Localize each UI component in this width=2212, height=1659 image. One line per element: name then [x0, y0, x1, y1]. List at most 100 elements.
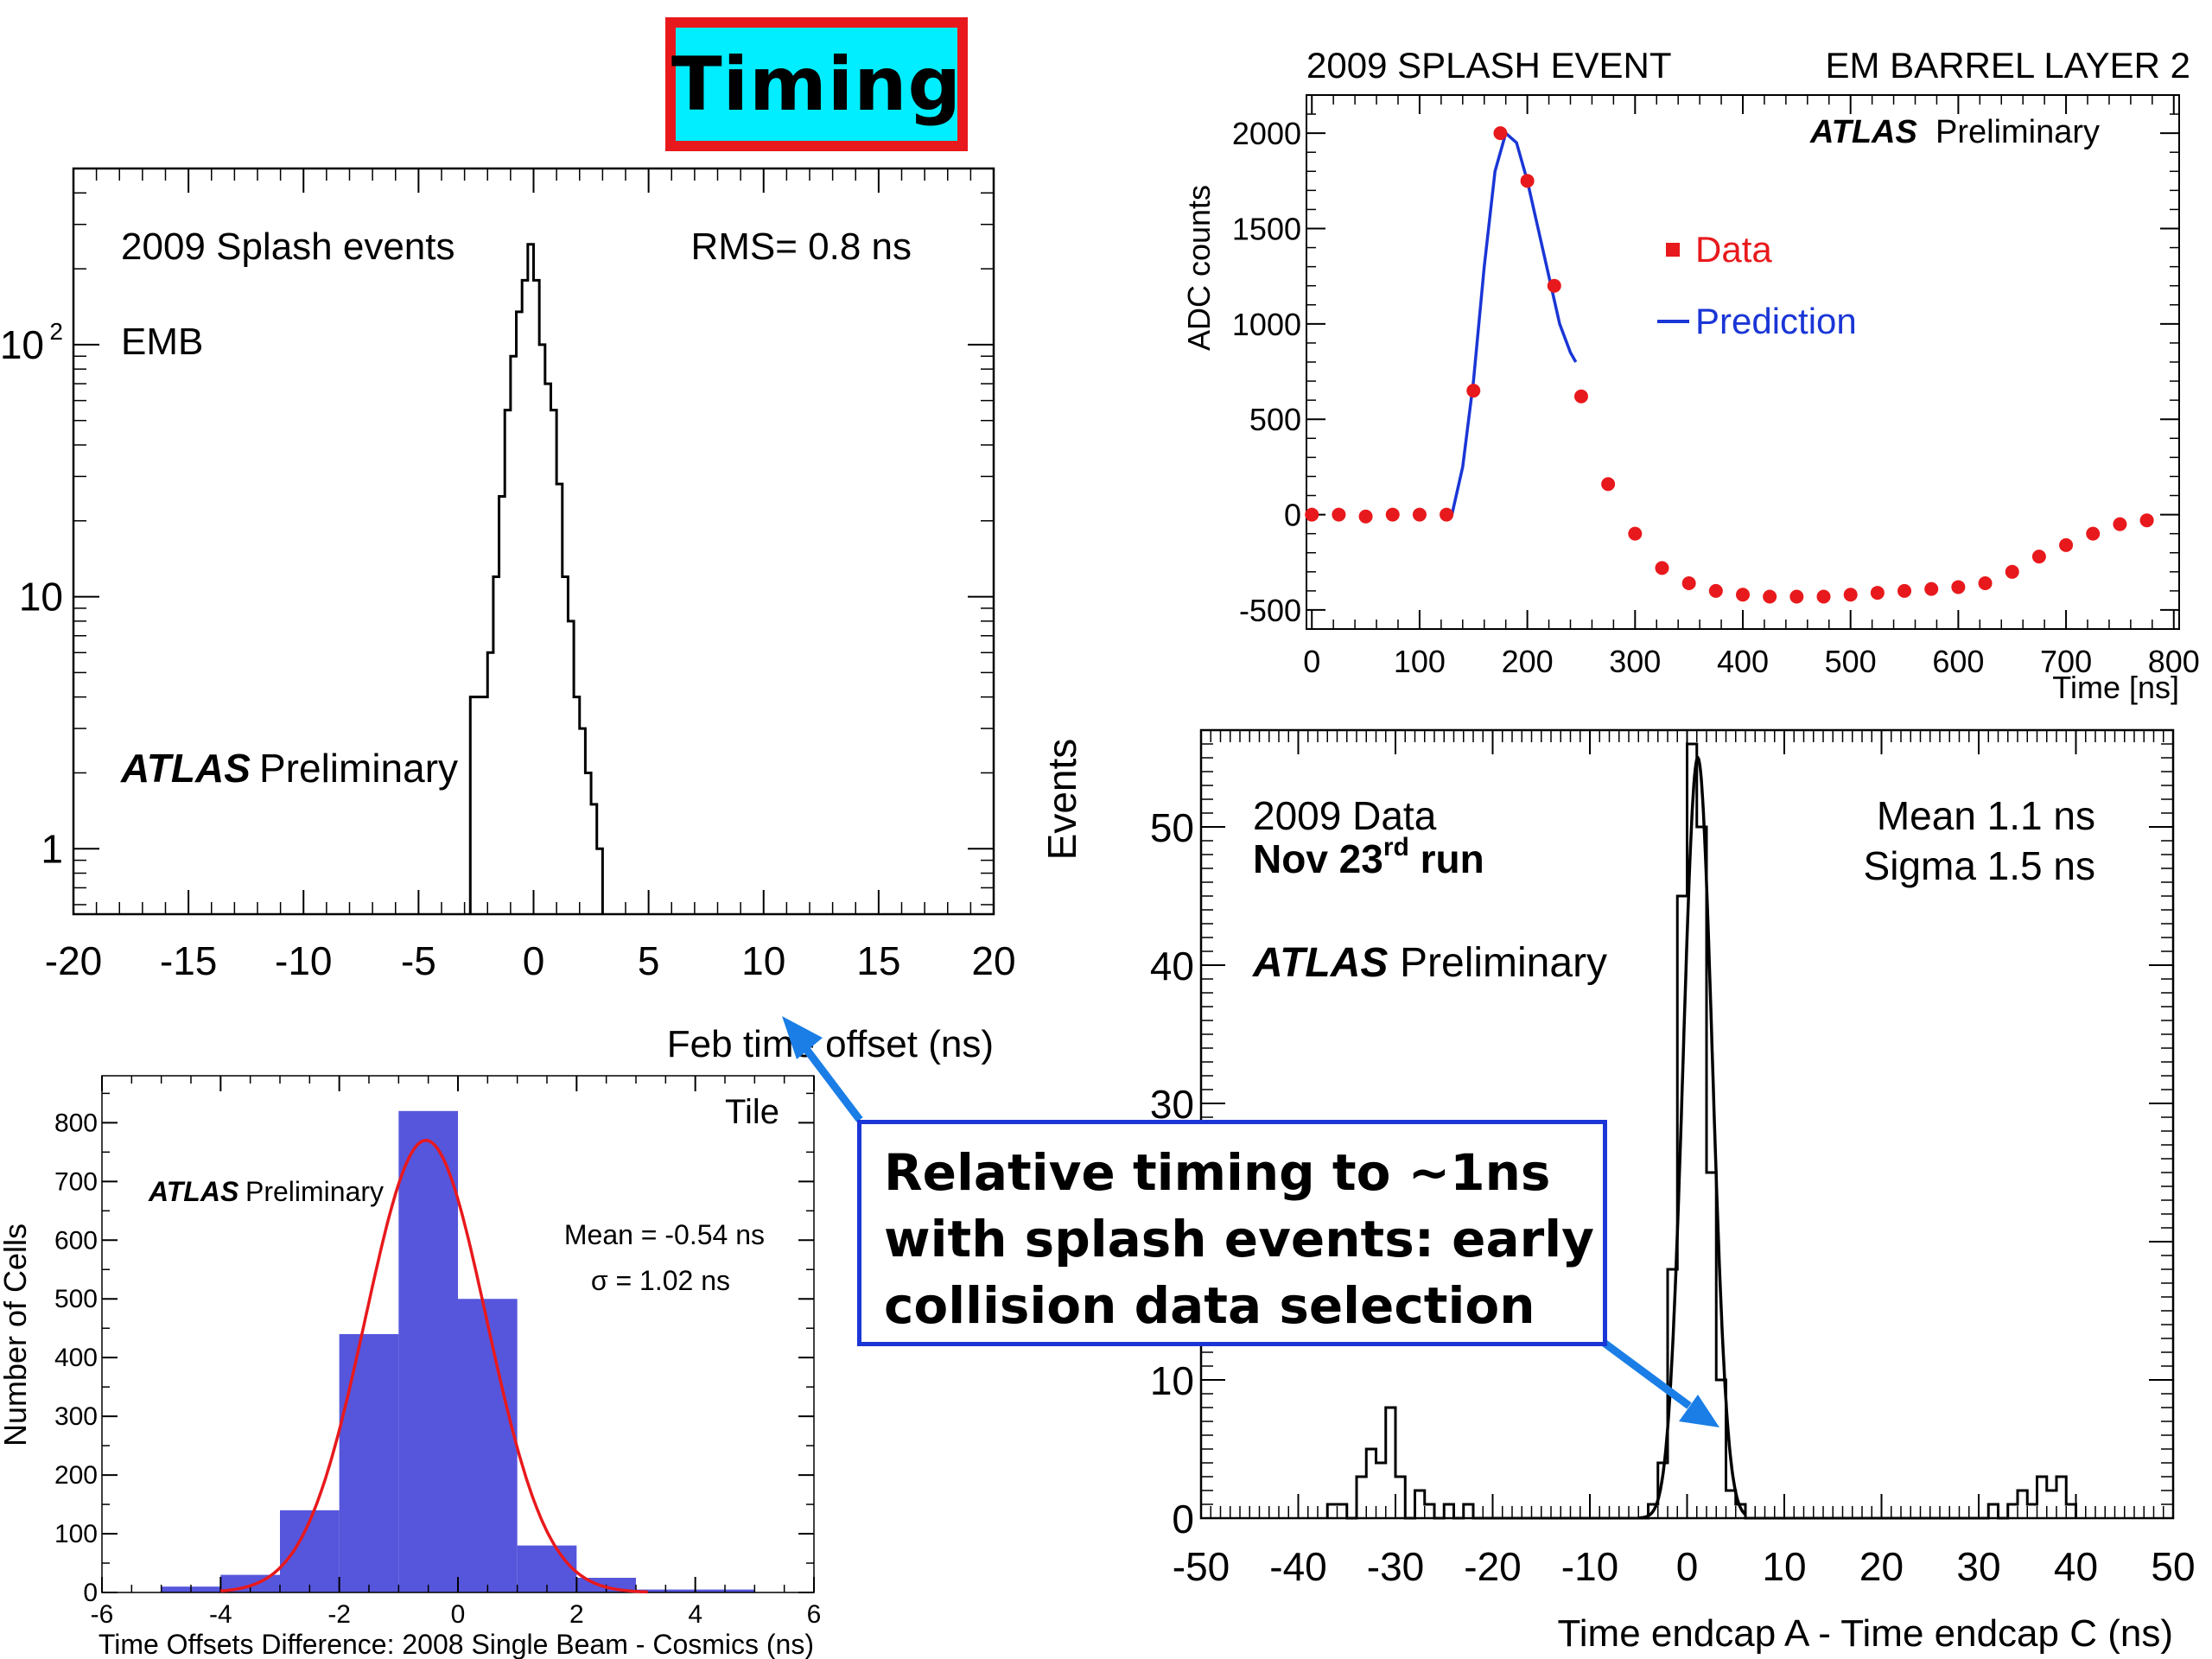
data-point [1601, 477, 1616, 492]
data-point [1573, 389, 1588, 404]
x-tick-label: 200 [1502, 644, 1554, 679]
callout-line-3: collision data selection [884, 1276, 1535, 1335]
mean-annotation: Mean = -0.54 ns [564, 1219, 765, 1250]
legend-marker-data [1666, 243, 1680, 257]
data-point [1897, 583, 1912, 598]
x-tick-label: 4 [688, 1600, 702, 1629]
mean-annotation: Mean 1.1 ns [1877, 793, 2095, 838]
y-tick-label: 700 [54, 1167, 98, 1196]
prediction-line [1450, 131, 1578, 515]
x-tick-label: 300 [1609, 644, 1661, 679]
x-tick-label: 0 [451, 1600, 466, 1629]
callout-arrows [782, 1016, 1719, 1427]
run-label-sup: rd [1383, 833, 1409, 861]
data-point [1870, 586, 1885, 601]
x-axis-label: Time endcap A - Time endcap C (ns) [1558, 1612, 2173, 1655]
y-tick-label: 500 [54, 1285, 98, 1313]
data-point [2059, 537, 2074, 552]
x-tick-label: -5 [401, 938, 436, 983]
slide-title-text: Timing [671, 41, 963, 128]
x-tick-label: -30 [1367, 1544, 1424, 1589]
y-tick-label: -500 [1239, 593, 1301, 628]
histogram-bar [398, 1110, 458, 1592]
callout-line-2: with splash events: early [884, 1210, 1594, 1268]
data-point [1628, 526, 1643, 541]
run-label-suffix: run [1409, 836, 1484, 881]
chart-title-left: 2009 SPLASH EVENT [1306, 45, 1672, 86]
x-tick-label: -4 [209, 1600, 232, 1629]
histogram-bar [458, 1299, 518, 1592]
data-point [1305, 507, 1319, 522]
data-point [2113, 517, 2127, 531]
atlas-label: ATLAS [148, 1176, 239, 1207]
x-tick-label: 20 [971, 938, 1015, 983]
data-point [1924, 582, 1939, 596]
data-point [2031, 550, 2046, 564]
annotation-text: EMB [121, 321, 203, 363]
y-tick-label: 600 [54, 1226, 98, 1255]
data-point [1385, 507, 1400, 522]
data-point [1789, 589, 1804, 604]
x-tick-label: -20 [45, 938, 102, 983]
legend-label-prediction: Prediction [1695, 301, 1857, 341]
sigma-annotation: Sigma 1.5 ns [1864, 843, 2095, 888]
arrow-to-emb-line [800, 1043, 863, 1122]
x-tick-label: -40 [1269, 1544, 1326, 1589]
y-tick-label: 100 [54, 1520, 98, 1548]
x-tick-label: 30 [1956, 1544, 2000, 1589]
x-tick-label: 700 [2040, 644, 2092, 679]
atlas-label: ATLAS [1809, 114, 1917, 150]
x-tick-label: -6 [91, 1600, 114, 1629]
data-point [1412, 507, 1427, 522]
x-axis-label: Time [ns] [2052, 670, 2179, 705]
arrow-to-endcap-head [1679, 1395, 1719, 1427]
x-tick-label: 0 [523, 938, 545, 983]
chart-title-right: EM BARREL LAYER 2 [1826, 45, 2190, 86]
y-tick-label: 500 [1249, 402, 1301, 437]
annotation-run-label: Nov 23rd run [1253, 833, 1484, 881]
data-point [2005, 564, 2019, 579]
preliminary-label: Preliminary [1936, 114, 2100, 150]
data-point [1493, 126, 1508, 141]
rms-annotation: RMS= 0.8 ns [690, 226, 912, 268]
chart-endcap: -50-40-30-20-100102030405001020304050Tim… [1039, 728, 2196, 1655]
x-tick-label: -50 [1173, 1544, 1230, 1589]
y-tick-label: 1500 [1232, 212, 1301, 247]
data-point [1763, 589, 1777, 604]
y-tick-label: 10 [19, 575, 63, 620]
y-tick-label: 10 [1150, 1358, 1194, 1403]
x-tick-label: 50 [2151, 1544, 2195, 1589]
data-point [1951, 580, 1966, 594]
y-tick-label: 2000 [1232, 116, 1301, 151]
atlas-label: ATLAS [1252, 940, 1388, 986]
x-axis-label: Time Offsets Difference: 2008 Single Bea… [99, 1629, 814, 1659]
atlas-label: ATLAS [120, 746, 251, 791]
histogram-bar [339, 1334, 399, 1592]
data-point [1547, 278, 1561, 293]
y-tick-label: 800 [54, 1109, 98, 1137]
x-tick-label: 10 [741, 938, 785, 983]
x-tick-label: -20 [1464, 1544, 1521, 1589]
y-tick-label: 0 [1284, 498, 1301, 533]
histogram-bar [517, 1545, 577, 1592]
run-label-main: Nov 23 [1253, 836, 1383, 881]
preliminary-label: Preliminary [1400, 940, 1607, 986]
data-point [1736, 588, 1750, 602]
callout-box: Relative timing to ~1ns with splash even… [857, 1120, 1607, 1346]
gaussian-fit-line [220, 1139, 648, 1594]
x-tick-label: 6 [807, 1600, 822, 1629]
x-tick-label: -10 [1561, 1544, 1618, 1589]
x-tick-label: -10 [275, 938, 332, 983]
x-tick-label: 0 [1303, 644, 1320, 679]
x-tick-label: 500 [1825, 644, 1877, 679]
data-point [1708, 583, 1723, 598]
data-point [1843, 588, 1858, 602]
y-tick-label: 1 [41, 826, 63, 871]
histogram-line [1325, 742, 2077, 1520]
y-tick-label: 0 [1172, 1497, 1194, 1541]
y-tick-label: 0 [83, 1579, 98, 1607]
x-tick-label: -15 [160, 938, 217, 983]
chart-tile: -6 -4 -2 0 2 4 6 0 100 200 300 400 500 600 700 800 Time … [0, 1075, 822, 1659]
y-axis-label: Events [1039, 739, 1084, 861]
